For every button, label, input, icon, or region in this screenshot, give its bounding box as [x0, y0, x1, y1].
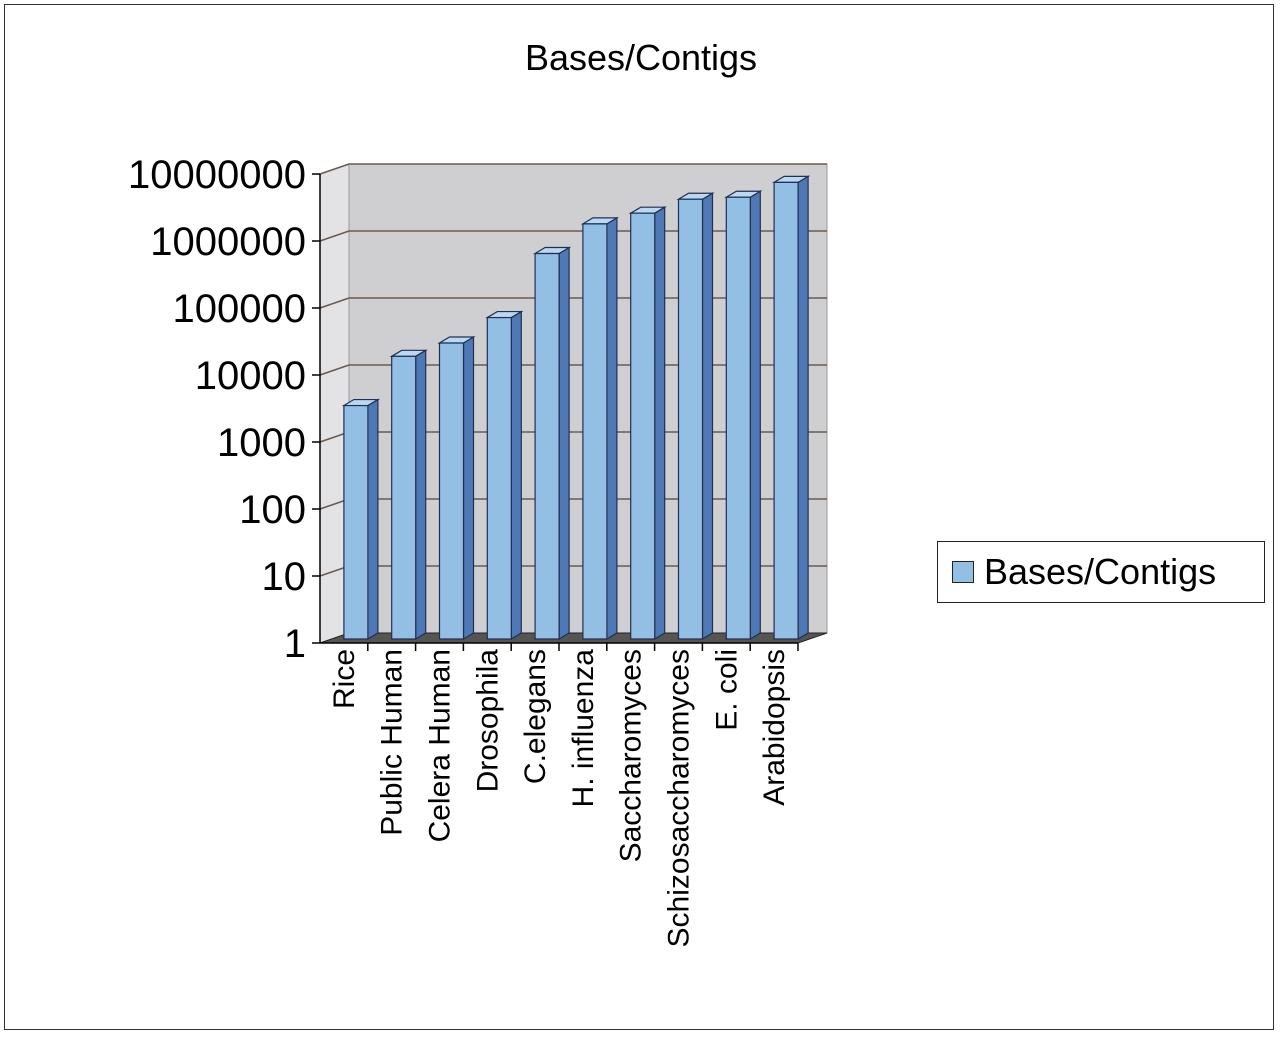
- bar-front: [630, 212, 656, 640]
- bar-front: [725, 196, 751, 640]
- y-tick-label: 10: [262, 555, 307, 599]
- bar-front: [582, 223, 608, 640]
- bar: [341, 398, 381, 641]
- category-label: Drosophila: [471, 649, 504, 793]
- gridline: [319, 297, 827, 309]
- y-tick-label: 10000: [195, 354, 306, 398]
- legend-label: Bases/Contigs: [984, 551, 1217, 592]
- legend: Bases/Contigs: [937, 541, 1265, 603]
- category-label: C.elegans: [519, 649, 552, 784]
- category-label: Schizosaccharomyces: [663, 649, 696, 947]
- gridline: [319, 163, 827, 175]
- bar: [771, 175, 811, 641]
- bar-side: [367, 398, 379, 641]
- bar: [580, 216, 620, 641]
- bar-side: [510, 310, 522, 641]
- bar-side: [797, 175, 809, 641]
- bar-side: [606, 216, 618, 641]
- bar-side: [415, 349, 427, 641]
- bar-side: [749, 190, 761, 641]
- bar: [485, 310, 524, 641]
- category-label: Public Human: [376, 649, 409, 836]
- category-label: Arabidopsis: [758, 649, 791, 806]
- bar: [532, 246, 572, 641]
- bar-front: [486, 316, 512, 640]
- bar-front: [773, 181, 799, 640]
- legend-swatch: [952, 561, 974, 583]
- category-label: Celera Human: [424, 649, 457, 842]
- category-label: Rice: [328, 649, 361, 709]
- bar-front: [391, 355, 417, 640]
- bar: [676, 192, 715, 641]
- category-label: E. coli: [710, 649, 743, 731]
- bar-front: [534, 252, 560, 640]
- bar: [389, 349, 428, 641]
- chart-title: Bases/Contigs: [525, 37, 757, 78]
- category-label: H. influenza: [567, 649, 600, 808]
- category-label: Saccharomyces: [615, 649, 648, 862]
- bar: [628, 206, 667, 641]
- bar-front: [438, 342, 465, 640]
- bar-side: [654, 206, 666, 641]
- y-tick-label: 1000000: [150, 220, 306, 264]
- y-tick-label: 100: [239, 488, 306, 532]
- gridline: [319, 364, 827, 376]
- bar-side: [462, 335, 475, 641]
- y-tick-label: 1: [284, 622, 306, 666]
- y-tick-label: 100000: [173, 287, 306, 331]
- chart-frame: [4, 4, 1274, 1030]
- bar: [437, 335, 476, 641]
- bar-side: [558, 246, 570, 641]
- bar-side: [701, 192, 714, 641]
- bar-front: [343, 404, 369, 640]
- bar: [724, 190, 763, 641]
- gridline: [319, 230, 827, 242]
- bar-front: [677, 198, 704, 640]
- y-tick-label: 1000: [217, 421, 306, 465]
- y-tick-label: 10000000: [128, 153, 306, 197]
